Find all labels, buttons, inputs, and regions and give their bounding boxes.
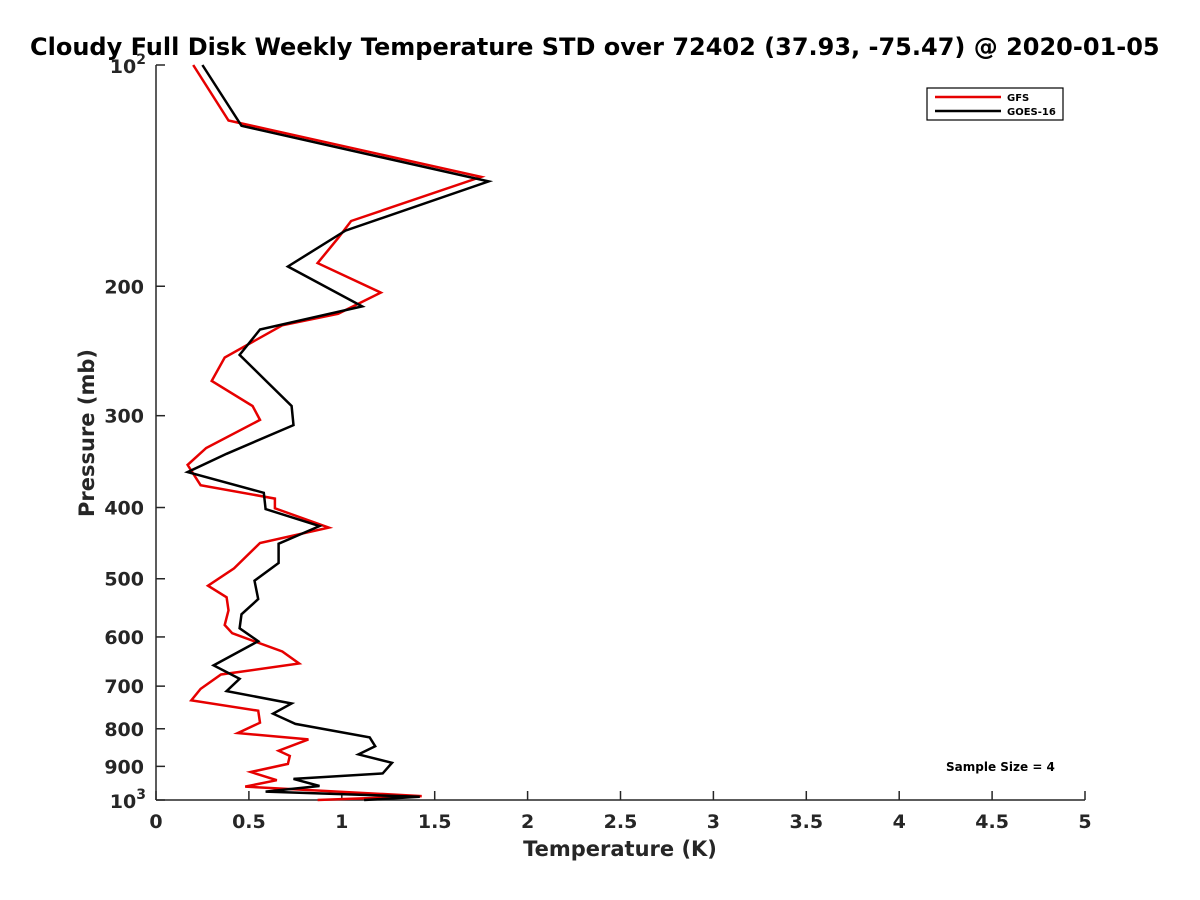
axes: 0 0.5 1 1.5 2 2.5 3 3.5 4 4.5 5 102 200 300 400 500 600 7… bbox=[104, 52, 1091, 833]
y-tick-label: 800 bbox=[104, 719, 144, 741]
series-line-gfs bbox=[185, 64, 486, 802]
y-tick-label: 200 bbox=[104, 276, 144, 298]
legend: GFS GOES-16 bbox=[926, 87, 1064, 121]
y-tick-label: 600 bbox=[104, 627, 144, 649]
x-axis-label: Temperature (K) bbox=[523, 837, 717, 861]
y-tick-label: 102 bbox=[110, 52, 146, 78]
x-tick-label: 0 bbox=[149, 811, 162, 833]
legend-label-goes-16: GOES-16 bbox=[1007, 107, 1056, 118]
legend-label-gfs: GFS bbox=[1007, 93, 1029, 104]
y-tick-label: 300 bbox=[104, 406, 144, 428]
x-tick-label: 2 bbox=[521, 811, 534, 833]
x-tick-label: 2.5 bbox=[604, 811, 638, 833]
y-tick-label: 400 bbox=[104, 498, 144, 520]
y-tick-label: 900 bbox=[104, 756, 144, 778]
y-tick-label: 700 bbox=[104, 676, 144, 698]
y-tick-label: 103 bbox=[110, 787, 146, 813]
y-axis-label: Pressure (mb) bbox=[75, 349, 99, 517]
sample-size-annotation: Sample Size = 4 bbox=[946, 760, 1055, 774]
legend-box bbox=[926, 87, 1064, 121]
x-tick-label: 4.5 bbox=[975, 811, 1009, 833]
x-tick-label: 1.5 bbox=[418, 811, 452, 833]
x-tick-label: 1 bbox=[335, 811, 348, 833]
x-tick-label: 3 bbox=[707, 811, 720, 833]
x-tick-label: 3.5 bbox=[789, 811, 823, 833]
x-tick-label: 5 bbox=[1078, 811, 1091, 833]
series-lines bbox=[183, 64, 494, 802]
series-line-goes-16 bbox=[183, 64, 494, 802]
chart-title: Cloudy Full Disk Weekly Temperature STD … bbox=[30, 33, 1160, 61]
x-tick-label: 4 bbox=[893, 811, 906, 833]
y-tick-label: 500 bbox=[104, 569, 144, 591]
x-tick-label: 0.5 bbox=[232, 811, 266, 833]
